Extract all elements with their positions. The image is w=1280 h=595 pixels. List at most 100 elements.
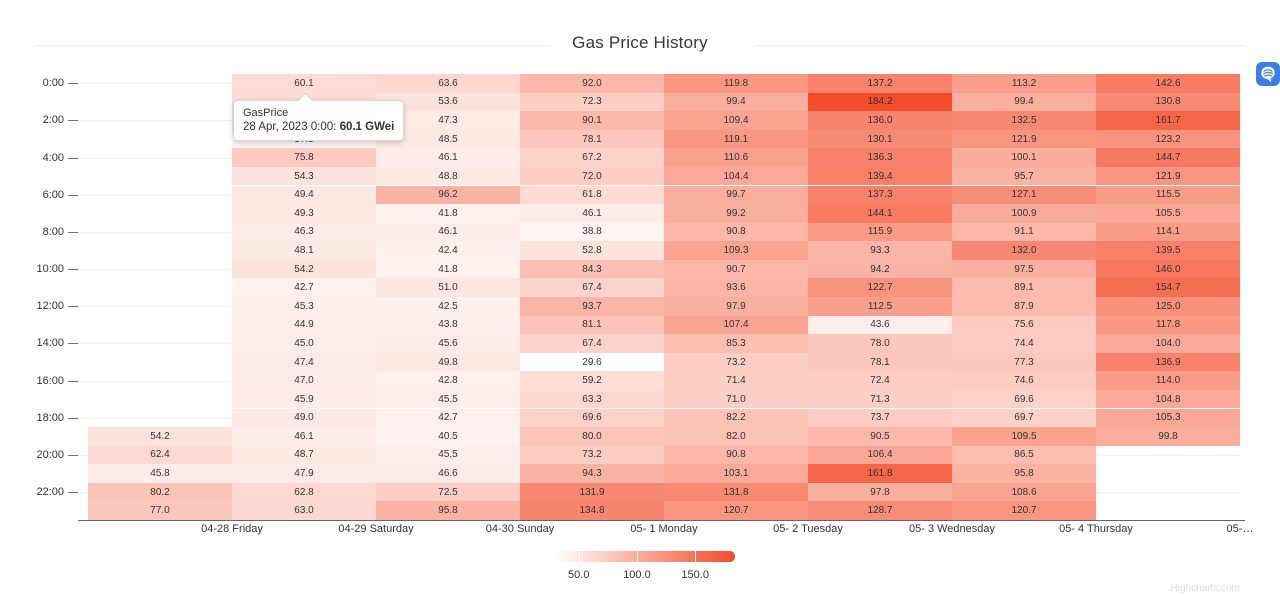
heatmap-cell[interactable]: 71.3: [808, 389, 952, 409]
heatmap-cell[interactable]: 54.2: [232, 259, 376, 279]
heatmap-cell[interactable]: 90.1: [520, 111, 664, 130]
heatmap-cell[interactable]: 46.6: [376, 464, 520, 483]
heatmap-cell[interactable]: 42.7: [376, 408, 520, 428]
heatmap-cell[interactable]: 92.0: [520, 74, 664, 93]
heatmap-cell[interactable]: 107.4: [664, 315, 808, 335]
heatmap-cell[interactable]: 105.5: [1096, 204, 1240, 223]
heatmap-cell[interactable]: 45.5: [376, 389, 520, 409]
heatmap-cell[interactable]: 85.3: [664, 334, 808, 353]
heatmap-cell[interactable]: 146.0: [1096, 259, 1240, 279]
heatmap-cell[interactable]: 120.7: [952, 501, 1096, 520]
heatmap-cell[interactable]: 136.3: [808, 148, 952, 167]
heatmap-cell[interactable]: 78.0: [808, 334, 952, 353]
heatmap-cell[interactable]: 90.8: [664, 445, 808, 465]
heatmap-cell[interactable]: 54.3: [232, 166, 376, 186]
heatmap-cell[interactable]: 96.2: [376, 185, 520, 205]
heatmap-cell[interactable]: 86.5: [952, 445, 1096, 465]
heatmap-cell[interactable]: 49.3: [232, 204, 376, 223]
heatmap-cell[interactable]: 139.5: [1096, 241, 1240, 260]
heatmap-cell[interactable]: 42.8: [376, 371, 520, 390]
heatmap-cell[interactable]: 94.2: [808, 259, 952, 279]
heatmap-cell[interactable]: 109.4: [664, 111, 808, 130]
heatmap-cell[interactable]: 45.8: [88, 464, 232, 483]
heatmap-cell[interactable]: 137.3: [808, 185, 952, 205]
heatmap-cell[interactable]: 108.6: [952, 482, 1096, 502]
heatmap-cell[interactable]: 142.6: [1096, 74, 1240, 93]
heatmap-cell[interactable]: 46.3: [232, 222, 376, 242]
heatmap-cell[interactable]: 99.4: [664, 92, 808, 112]
heatmap-cell[interactable]: 93.7: [520, 297, 664, 316]
heatmap-cell[interactable]: 109.3: [664, 241, 808, 260]
heatmap-cell[interactable]: 41.8: [376, 259, 520, 279]
heatmap-cell[interactable]: 42.7: [232, 278, 376, 297]
heatmap-cell[interactable]: 72.5: [376, 482, 520, 502]
heatmap-cell[interactable]: 67.4: [520, 334, 664, 353]
heatmap-cell[interactable]: 130.8: [1096, 92, 1240, 112]
heatmap-cell[interactable]: 154.7: [1096, 278, 1240, 297]
heatmap-cell[interactable]: 114.0: [1096, 371, 1240, 390]
heatmap-cell[interactable]: 82.0: [664, 427, 808, 446]
heatmap-cell[interactable]: 75.6: [952, 315, 1096, 335]
heatmap-cell[interactable]: 69.6: [952, 389, 1096, 409]
heatmap-cell[interactable]: 136.9: [1096, 352, 1240, 372]
heatmap-cell[interactable]: 62.4: [88, 445, 232, 465]
heatmap-cell[interactable]: 53.6: [376, 92, 520, 112]
heatmap-cell[interactable]: 69.7: [952, 408, 1096, 428]
heatmap-cell[interactable]: 113.2: [952, 74, 1096, 93]
heatmap-cell[interactable]: 46.1: [376, 148, 520, 167]
heatmap-cell[interactable]: 134.8: [520, 501, 664, 520]
heatmap-cell[interactable]: 97.9: [664, 297, 808, 316]
heatmap-cell[interactable]: 119.8: [664, 74, 808, 93]
heatmap-cell[interactable]: 63.0: [232, 501, 376, 520]
heatmap-cell[interactable]: 81.1: [520, 315, 664, 335]
heatmap-cell[interactable]: 45.9: [232, 389, 376, 409]
heatmap-cell[interactable]: 121.9: [952, 129, 1096, 149]
heatmap-cell[interactable]: 125.0: [1096, 297, 1240, 316]
heatmap-cell[interactable]: 132.0: [952, 241, 1096, 260]
heatmap-cell[interactable]: 91.1: [952, 222, 1096, 242]
heatmap-cell[interactable]: 46.1: [232, 427, 376, 446]
heatmap-cell[interactable]: 51.0: [376, 278, 520, 297]
heatmap-cell[interactable]: 49.0: [232, 408, 376, 428]
heatmap-cell[interactable]: 136.0: [808, 111, 952, 130]
heatmap-cell[interactable]: 62.8: [232, 482, 376, 502]
heatmap-cell[interactable]: 109.5: [952, 427, 1096, 446]
heatmap-cell[interactable]: 40.5: [376, 427, 520, 446]
heatmap-cell[interactable]: 82.2: [664, 408, 808, 428]
highcharts-credit[interactable]: Highcharts.com: [1170, 583, 1240, 594]
heatmap-cell[interactable]: 93.6: [664, 278, 808, 297]
heatmap-cell[interactable]: 45.3: [232, 297, 376, 316]
heatmap-cell[interactable]: 161.8: [808, 464, 952, 483]
heatmap-cell[interactable]: 94.3: [520, 464, 664, 483]
heatmap-cell[interactable]: 46.1: [376, 222, 520, 242]
heatmap-cell[interactable]: 90.7: [664, 259, 808, 279]
heatmap-cell[interactable]: 137.2: [808, 74, 952, 93]
heatmap-cell[interactable]: 106.4: [808, 445, 952, 465]
heatmap-cell[interactable]: 144.7: [1096, 148, 1240, 167]
heatmap-cell[interactable]: 77.3: [952, 352, 1096, 372]
heatmap-cell[interactable]: 69.6: [520, 408, 664, 428]
brain-extension-icon[interactable]: [1256, 62, 1280, 86]
heatmap-cell[interactable]: 74.6: [952, 371, 1096, 390]
heatmap-cell[interactable]: 54.2: [88, 427, 232, 446]
heatmap-cell[interactable]: 184.2: [808, 92, 952, 112]
heatmap-cell[interactable]: 41.8: [376, 204, 520, 223]
heatmap-cell[interactable]: 103.1: [664, 464, 808, 483]
heatmap-cell[interactable]: 104.4: [664, 166, 808, 186]
heatmap-cell[interactable]: 63.6: [376, 74, 520, 93]
legend-gradient-bar[interactable]: [555, 551, 735, 562]
heatmap-cell[interactable]: 84.3: [520, 259, 664, 279]
heatmap-cell[interactable]: 78.1: [808, 352, 952, 372]
heatmap-cell[interactable]: 90.8: [664, 222, 808, 242]
heatmap-cell[interactable]: 47.4: [232, 352, 376, 372]
heatmap-cell[interactable]: 49.8: [376, 352, 520, 372]
heatmap-cell[interactable]: 93.3: [808, 241, 952, 260]
heatmap-cell[interactable]: 117.8: [1096, 315, 1240, 335]
heatmap-cell[interactable]: 105.3: [1096, 408, 1240, 428]
heatmap-cell[interactable]: 127.1: [952, 185, 1096, 205]
heatmap-cell[interactable]: 161.7: [1096, 111, 1240, 130]
heatmap-cell[interactable]: 63.3: [520, 389, 664, 409]
heatmap-cell[interactable]: 87.9: [952, 297, 1096, 316]
heatmap-cell[interactable]: 60.1: [232, 74, 376, 93]
heatmap-cell[interactable]: 77.0: [88, 501, 232, 520]
